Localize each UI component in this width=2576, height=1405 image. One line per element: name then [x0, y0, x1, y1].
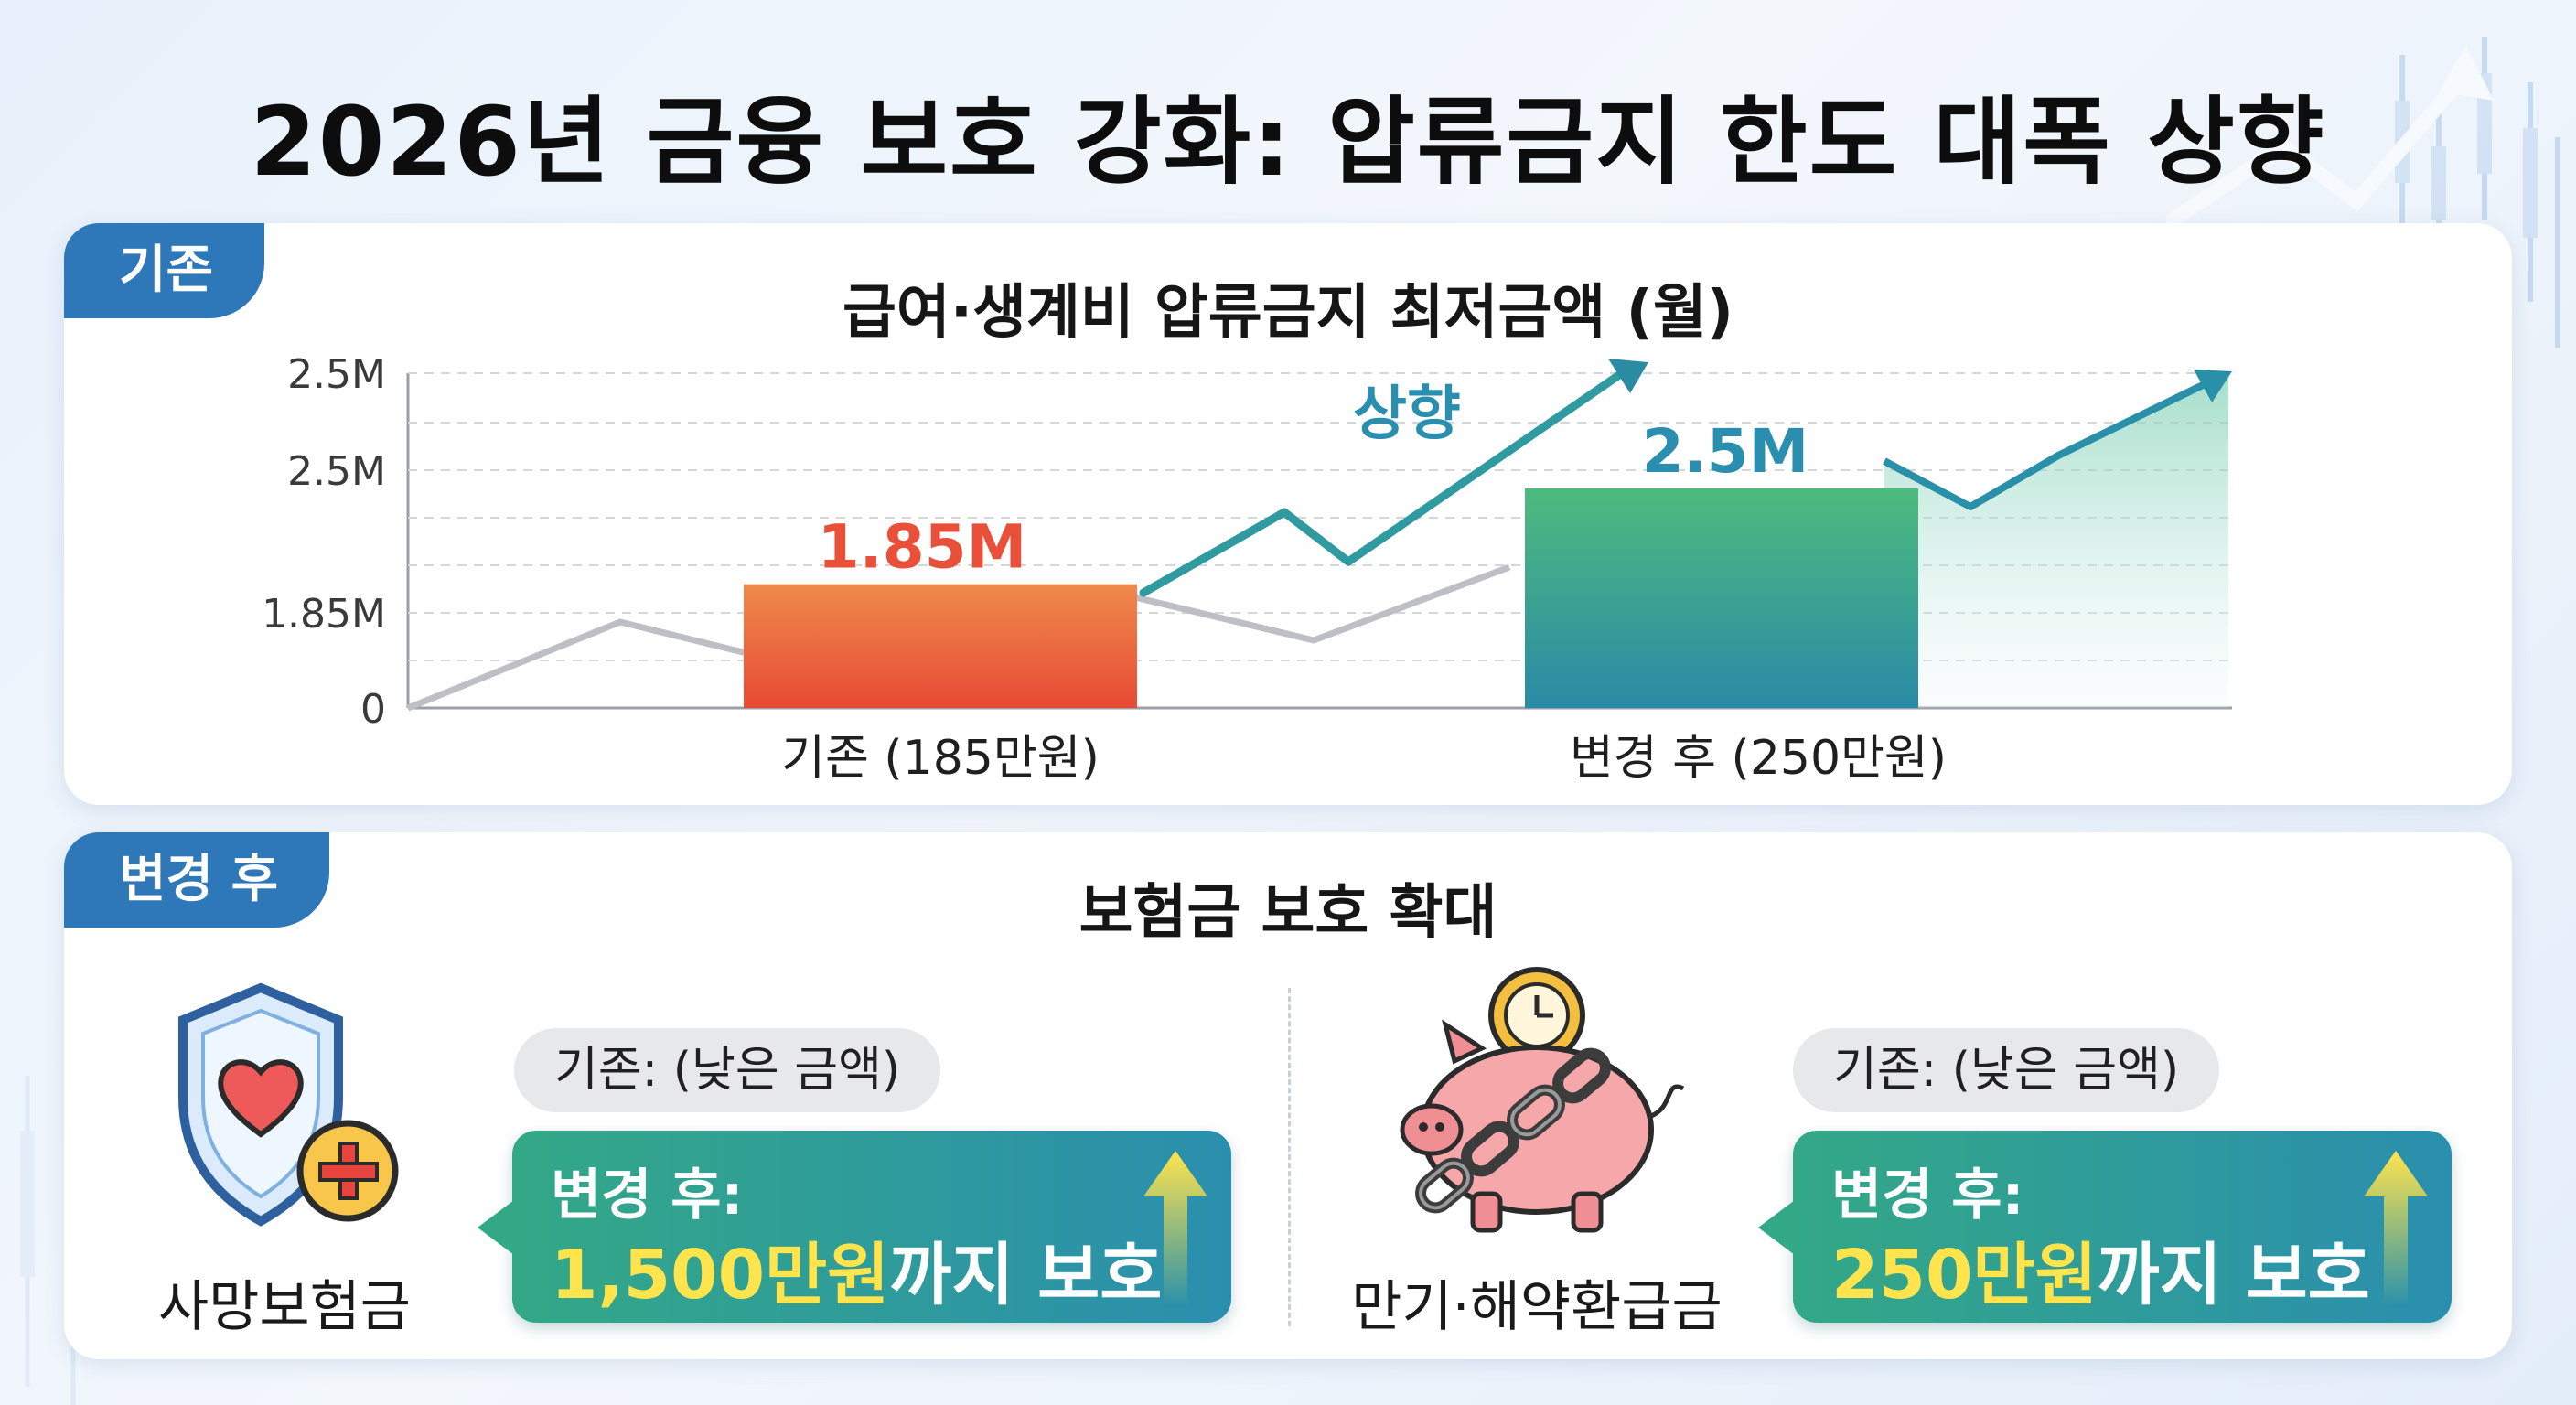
item-label-refund: 만기·해약환급금 [1351, 1275, 1723, 1339]
rise-label: 상향 [1353, 381, 1461, 448]
trend-arrow-head [1608, 359, 1648, 393]
item-label-death-insurance: 사망보험금 [158, 1275, 411, 1339]
y-tick-label: 2.5M [287, 448, 386, 495]
bar-after [1525, 488, 1918, 708]
tab-after: 변경 후 [64, 832, 330, 928]
category-label: 변경 후 (250만원) [1570, 731, 1947, 786]
chart-title: 급여·생계비 압류금지 최저금액 (월) [843, 279, 1733, 347]
old-amount-pill-death: 기존: (낮은 금액) [514, 1028, 941, 1112]
new-amount-highlight: 1,500만원 [551, 1236, 890, 1314]
new-amount-text: 250만원까지 보호 [1831, 1220, 2370, 1318]
up-arrow-icon [1143, 1151, 1208, 1306]
bar-chart: 0 1.85M 2.5M 2.5M 상향 1.85M 기존 (185만원) 2.5M 변경 … [262, 351, 2232, 786]
new-amount-text: 1,500만원까지 보호 [551, 1220, 1162, 1318]
page-title: 2026년 금융 보호 강화: 압류금지 한도 대폭 상향 [250, 86, 2326, 198]
trend-area [1884, 375, 2228, 708]
new-amount-bubble-death: 변경 후: 1,500만원까지 보호 [478, 1131, 1231, 1323]
bar-value-label: 2.5M [1642, 416, 1809, 487]
teal-trend-line-right [1883, 381, 2206, 510]
bubble-tail [1758, 1200, 1795, 1255]
up-arrow-icon [2364, 1151, 2428, 1306]
insurance-card: 변경 후 보험금 보호 확대 사망보험금 기존: (낮은 금액) 변경 후: 1… [64, 832, 2512, 1359]
y-tick-label: 2.5M [287, 351, 386, 398]
new-amount-bubble-refund: 변경 후: 250만원까지 보호 [1758, 1131, 2452, 1323]
shield-heart-icon [165, 970, 439, 1248]
tab-before: 기존 [64, 223, 265, 318]
new-label: 변경 후: [1831, 1164, 2024, 1228]
new-amount-highlight: 250만원 [1831, 1236, 2098, 1314]
bar-before [744, 584, 1137, 708]
insurance-section-title: 보험금 보호 확대 [1079, 879, 1497, 947]
chart-card: 기존 급여·생계비 압류금지 최저금액 (월) 0 1.85M 2.5M 2.5M 상… [64, 223, 2512, 805]
old-amount-pill-refund: 기존: (낮은 금액) [1793, 1028, 2220, 1112]
y-tick-label: 0 [360, 686, 386, 733]
background-chart-decoration [2166, 37, 2560, 348]
new-amount-suffix: 까지 보호 [889, 1236, 1163, 1314]
section-divider [1288, 988, 1291, 1326]
bubble-tail [478, 1200, 514, 1255]
right-arrow-head [2194, 370, 2232, 402]
piggy-bank-chain-icon [1390, 960, 1701, 1239]
new-label: 변경 후: [551, 1164, 744, 1228]
bar-value-label: 1.85M [818, 512, 1027, 583]
y-tick-label: 1.85M [262, 591, 386, 638]
category-label: 기존 (185만원) [781, 731, 1100, 786]
new-amount-suffix: 까지 보호 [2097, 1236, 2370, 1314]
teal-trend-line-left [1139, 370, 1624, 597]
